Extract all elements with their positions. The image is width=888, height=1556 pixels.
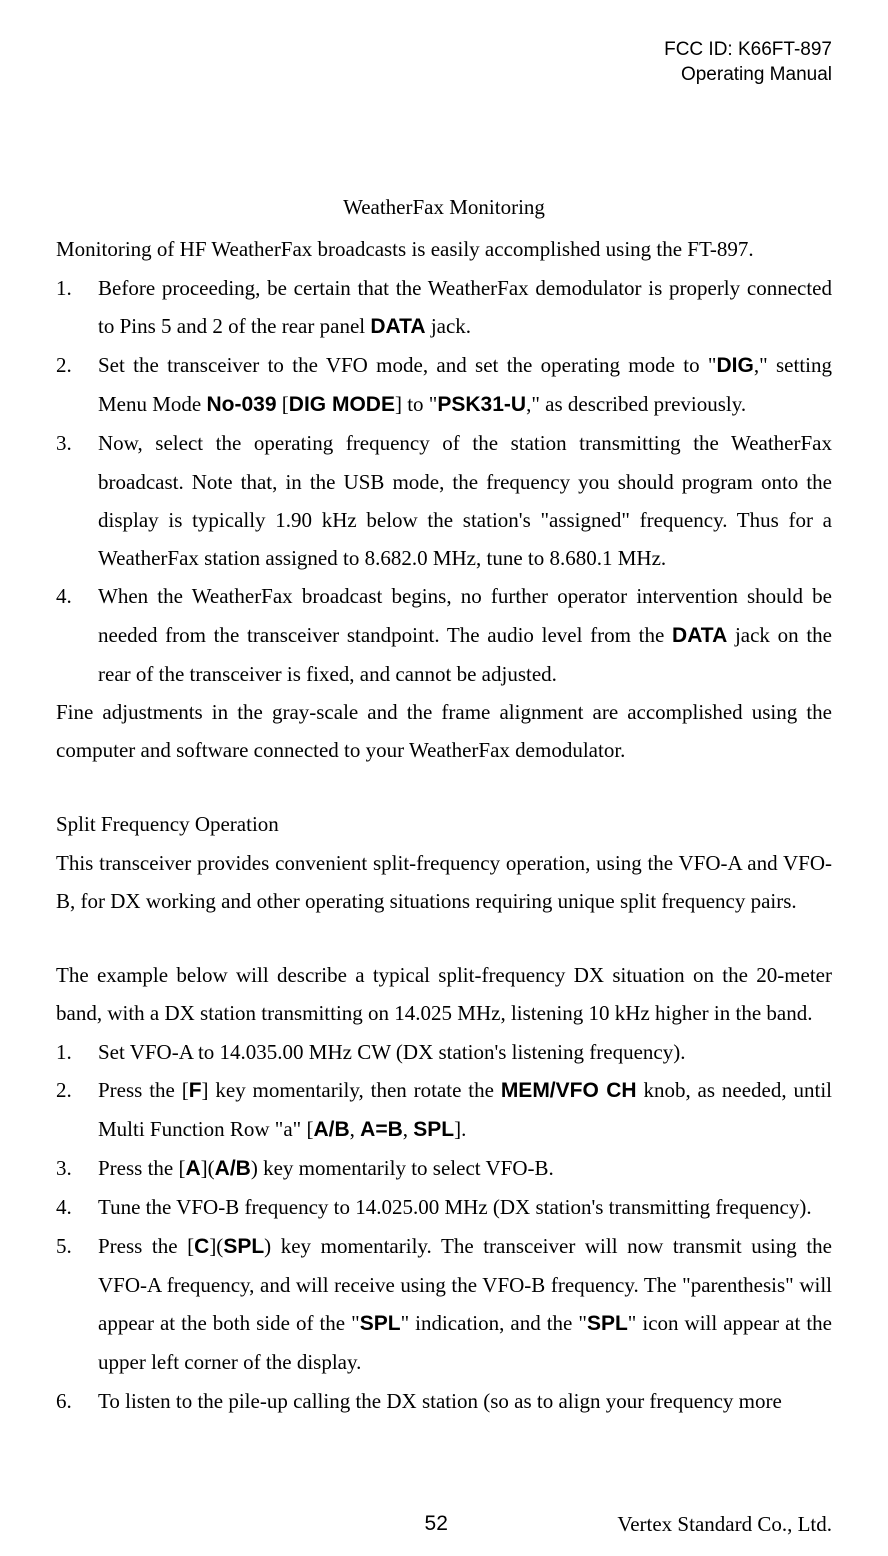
split-intro: This transceiver provides convenient spl… xyxy=(56,844,832,920)
bold: A=B xyxy=(360,1118,403,1141)
company-name: Vertex Standard Co., Ltd. xyxy=(617,1512,832,1537)
bold: C xyxy=(194,1235,209,1258)
item-number: 4. xyxy=(56,577,92,615)
bold: No-039 xyxy=(207,393,277,416)
weatherfax-outro: Fine adjustments in the gray-scale and t… xyxy=(56,693,832,769)
list-item: 4. When the WeatherFax broadcast begins,… xyxy=(56,577,832,693)
text: Now, select the operating frequency of t… xyxy=(98,431,832,570)
text: Set the transceiver to the VFO mode, and… xyxy=(98,353,717,377)
text: ] key momentarily, then rotate the xyxy=(202,1078,501,1102)
manual-label: Operating Manual xyxy=(56,63,832,88)
item-number: 4. xyxy=(56,1188,92,1226)
item-number: 3. xyxy=(56,1149,92,1187)
list-item: 4. Tune the VFO-B frequency to 14.025.00… xyxy=(56,1188,832,1226)
split-steps: 1. Set VFO-A to 14.035.00 MHz CW (DX sta… xyxy=(56,1033,832,1420)
weatherfax-intro: Monitoring of HF WeatherFax broadcasts i… xyxy=(56,230,832,268)
list-item: 3. Press the [A](A/B) key momentarily to… xyxy=(56,1149,832,1188)
bold: DIG xyxy=(717,354,754,377)
bold: SPL xyxy=(587,1312,628,1335)
bold: DATA xyxy=(672,624,727,647)
bold: F xyxy=(189,1079,202,1102)
text: ] to " xyxy=(395,392,437,416)
bold: SPL xyxy=(360,1312,401,1335)
text: Press the [ xyxy=(98,1234,194,1258)
item-number: 1. xyxy=(56,1033,92,1071)
text: " indication, and the " xyxy=(401,1311,587,1335)
text: ," as described previously. xyxy=(526,392,746,416)
list-item: 6. To listen to the pile-up calling the … xyxy=(56,1382,832,1420)
text: ]( xyxy=(201,1156,215,1180)
item-number: 2. xyxy=(56,346,92,384)
text: [ xyxy=(277,392,289,416)
list-item: 5. Press the [C](SPL) key momentarily. T… xyxy=(56,1227,832,1382)
split-example: The example below will describe a typica… xyxy=(56,956,832,1032)
text: Press the [ xyxy=(98,1156,186,1180)
text: , xyxy=(403,1117,414,1141)
section-title-weatherfax: WeatherFax Monitoring xyxy=(56,195,832,220)
list-item: 1. Before proceeding, be certain that th… xyxy=(56,269,832,346)
text: To listen to the pile-up calling the DX … xyxy=(98,1389,782,1413)
list-item: 1. Set VFO-A to 14.035.00 MHz CW (DX sta… xyxy=(56,1033,832,1071)
spacer xyxy=(56,920,832,956)
text: Set VFO-A to 14.035.00 MHz CW (DX statio… xyxy=(98,1040,685,1064)
weatherfax-steps: 1. Before proceeding, be certain that th… xyxy=(56,269,832,693)
list-item: 2. Press the [F] key momentarily, then r… xyxy=(56,1071,832,1149)
item-number: 5. xyxy=(56,1227,92,1265)
section-title-split: Split Frequency Operation xyxy=(56,805,832,843)
bold: PSK31-U xyxy=(437,393,526,416)
item-number: 3. xyxy=(56,424,92,462)
text: jack. xyxy=(426,314,471,338)
bold: A/B xyxy=(215,1157,251,1180)
text: ) key momentarily to select VFO-B. xyxy=(251,1156,554,1180)
bold: A/B xyxy=(313,1118,349,1141)
page-number: 52 xyxy=(425,1512,448,1536)
bold: A xyxy=(186,1157,201,1180)
text: Press the [ xyxy=(98,1078,189,1102)
list-item: 2. Set the transceiver to the VFO mode, … xyxy=(56,346,832,424)
text: ]. xyxy=(454,1117,466,1141)
page-header: FCC ID: K66FT-897 Operating Manual xyxy=(56,38,832,87)
bold: MEM/VFO CH xyxy=(501,1079,637,1102)
bold: DIG MODE xyxy=(289,393,395,416)
text: ]( xyxy=(209,1234,223,1258)
text: , xyxy=(350,1117,361,1141)
list-item: 3. Now, select the operating frequency o… xyxy=(56,424,832,577)
item-number: 6. xyxy=(56,1382,92,1420)
bold: SPL xyxy=(413,1118,454,1141)
item-number: 2. xyxy=(56,1071,92,1109)
fcc-id: FCC ID: K66FT-897 xyxy=(56,38,832,63)
bold: SPL xyxy=(223,1235,264,1258)
bold: DATA xyxy=(370,315,425,338)
text: Tune the VFO-B frequency to 14.025.00 MH… xyxy=(98,1195,812,1219)
item-number: 1. xyxy=(56,269,92,307)
spacer xyxy=(56,769,832,805)
